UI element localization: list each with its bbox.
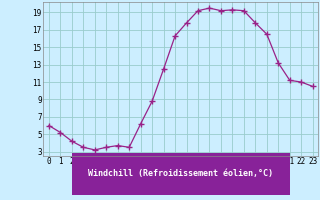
X-axis label: Windchill (Refroidissement éolien,°C): Windchill (Refroidissement éolien,°C) <box>88 169 273 178</box>
